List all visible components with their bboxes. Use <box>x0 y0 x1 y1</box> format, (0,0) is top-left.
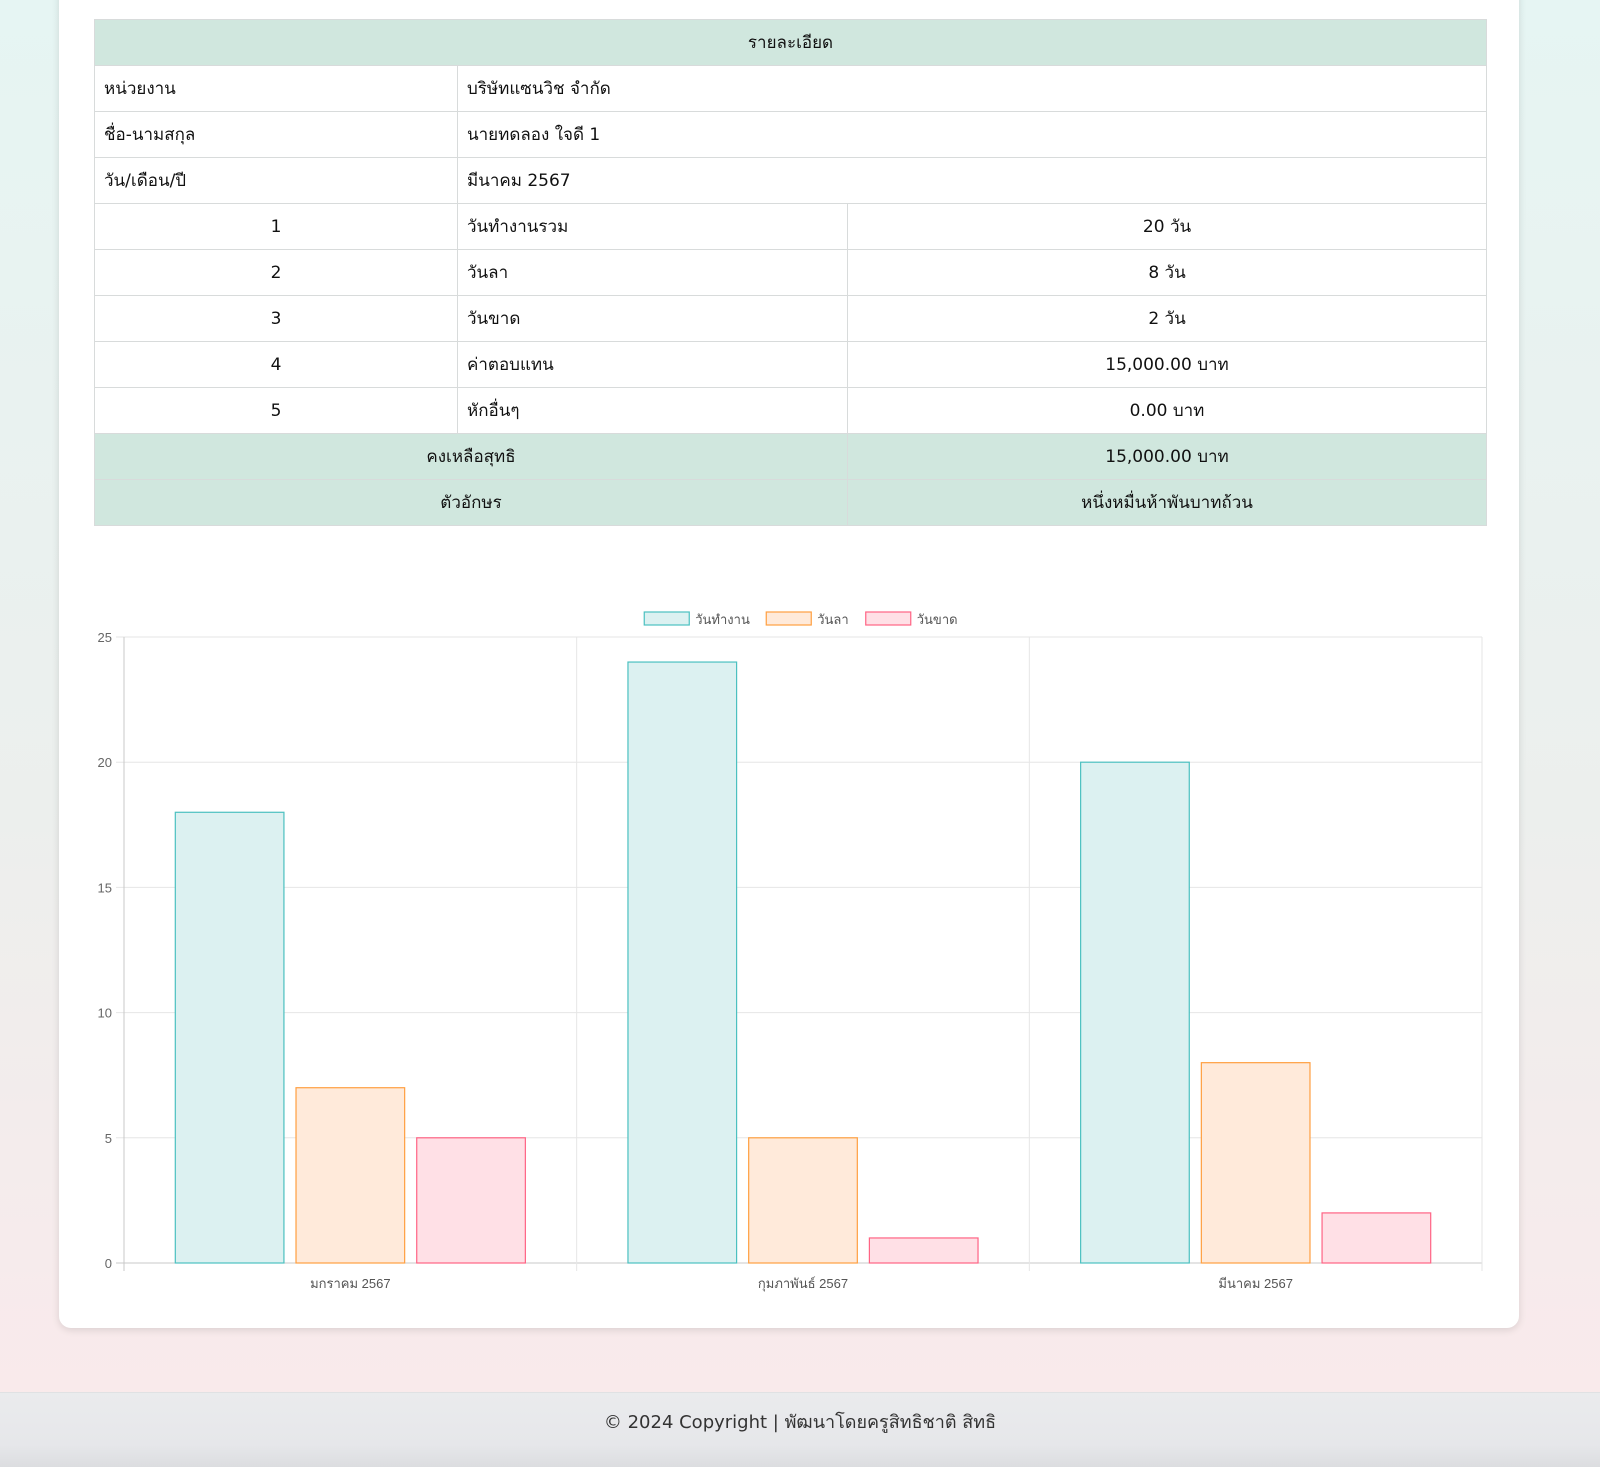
net-row: คงเหลือสุทธิ 15,000.00 บาท <box>94 433 1488 480</box>
table-row: วัน/เดือน/ปี มีนาคม 2567 <box>94 157 1488 204</box>
x-tick-label: กุมภาพันธ์ 2567 <box>758 1276 848 1292</box>
y-tick-label: 25 <box>98 630 112 645</box>
legend-label: วันขาด <box>917 612 958 627</box>
bar <box>1080 761 1190 1264</box>
row-value-department: บริษัทแซนวิช จำกัด <box>456 65 1488 112</box>
bar <box>1321 1212 1432 1264</box>
bar <box>295 1087 406 1264</box>
bar <box>627 661 738 1264</box>
legend-swatch <box>865 611 912 626</box>
row-value-date: มีนาคม 2567 <box>456 157 1488 204</box>
y-tick-label: 5 <box>105 1131 112 1146</box>
x-tick-label: มีนาคม 2567 <box>1218 1276 1293 1291</box>
item-number: 1 <box>94 203 458 250</box>
y-tick-label: 20 <box>98 755 112 770</box>
item-number: 3 <box>94 295 458 342</box>
item-value: 8 วัน <box>846 249 1488 296</box>
net-label: คงเหลือสุทธิ <box>94 433 848 480</box>
words-row: ตัวอักษร หนึ่งหมื่นห้าพันบาทถ้วน <box>94 479 1488 526</box>
detail-table: รายละเอียด หน่วยงาน บริษัทแซนวิช จำกัด ช… <box>93 19 1488 526</box>
y-tick-label: 10 <box>98 1006 112 1021</box>
attendance-bar-chart: 0 5 10 15 20 25 มกราคม 2567 กุมภาพันธ์ 2567 มีนา… <box>98 611 1483 1292</box>
legend-swatch <box>765 611 812 626</box>
footer-copyright: © 2024 Copyright | พัฒนาโดยครูสิทธิชาติ … <box>603 1412 997 1433</box>
bar <box>416 1137 526 1264</box>
row-label-date: วัน/เดือน/ปี <box>94 157 458 204</box>
table-row: ชื่อ-นามสกุล นายทดลอง ใจดี 1 <box>94 111 1488 158</box>
x-tick-label: มกราคม 2567 <box>310 1276 391 1291</box>
item-value: 0.00 บาท <box>846 387 1488 434</box>
item-label: หักอื่นๆ <box>457 387 848 434</box>
bar <box>174 811 285 1264</box>
words-value: หนึ่งหมื่นห้าพันบาทถ้วน <box>846 479 1488 526</box>
item-value: 2 วัน <box>846 295 1488 342</box>
table-row: 3 วันขาด 2 วัน <box>94 295 1488 342</box>
table-row: 5 หักอื่นๆ 0.00 บาท <box>94 387 1488 434</box>
bar <box>1200 1062 1311 1264</box>
legend-label: วันลา <box>817 612 848 627</box>
row-label-name: ชื่อ-นามสกุล <box>94 111 458 158</box>
item-number: 5 <box>94 387 458 434</box>
legend-label: วันทำงาน <box>695 612 750 627</box>
net-value: 15,000.00 บาท <box>846 433 1488 480</box>
row-value-name: นายทดลอง ใจดี 1 <box>456 111 1488 158</box>
bar <box>748 1137 858 1264</box>
words-label: ตัวอักษร <box>94 479 848 526</box>
footer: © 2024 Copyright | พัฒนาโดยครูสิทธิชาติ … <box>0 1392 1600 1467</box>
y-tick-label: 0 <box>105 1256 112 1271</box>
bar <box>868 1237 979 1264</box>
table-row: หน่วยงาน บริษัทแซนวิช จำกัด <box>94 65 1488 112</box>
detail-title: รายละเอียด <box>93 19 1488 66</box>
y-tick-label: 15 <box>98 880 112 895</box>
legend-swatch <box>643 611 690 626</box>
item-label: วันขาด <box>457 295 848 342</box>
table-row: 1 วันทำงานรวม 20 วัน <box>94 203 1488 250</box>
item-number: 4 <box>94 341 458 388</box>
item-number: 2 <box>94 249 458 296</box>
